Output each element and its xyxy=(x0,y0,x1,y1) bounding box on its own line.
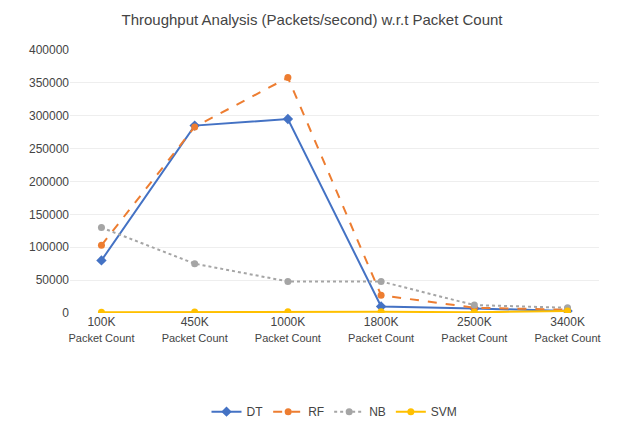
svg-text:300000: 300000 xyxy=(29,109,69,123)
svg-text:DT: DT xyxy=(247,405,264,419)
svg-text:NB: NB xyxy=(369,405,386,419)
svg-text:SVM: SVM xyxy=(431,405,457,419)
svg-text:100000: 100000 xyxy=(29,240,69,254)
svg-text:50000: 50000 xyxy=(36,273,70,287)
svg-text:RF: RF xyxy=(308,405,324,419)
svg-text:3400KPacket Count: 3400KPacket Count xyxy=(535,315,601,344)
svg-text:0: 0 xyxy=(62,306,69,320)
svg-text:400000: 400000 xyxy=(29,43,69,57)
svg-text:1800KPacket Count: 1800KPacket Count xyxy=(348,315,414,344)
svg-text:2500KPacket Count: 2500KPacket Count xyxy=(441,315,507,344)
svg-text:1000KPacket Count: 1000KPacket Count xyxy=(255,315,321,344)
svg-text:Throughput Analysis (Packets/s: Throughput Analysis (Packets/second) w.r… xyxy=(121,11,503,28)
svg-text:350000: 350000 xyxy=(29,76,69,90)
svg-text:250000: 250000 xyxy=(29,142,69,156)
svg-text:450KPacket Count: 450KPacket Count xyxy=(162,315,228,344)
svg-text:150000: 150000 xyxy=(29,208,69,222)
svg-text:200000: 200000 xyxy=(29,175,69,189)
svg-text:100KPacket Count: 100KPacket Count xyxy=(68,315,134,344)
